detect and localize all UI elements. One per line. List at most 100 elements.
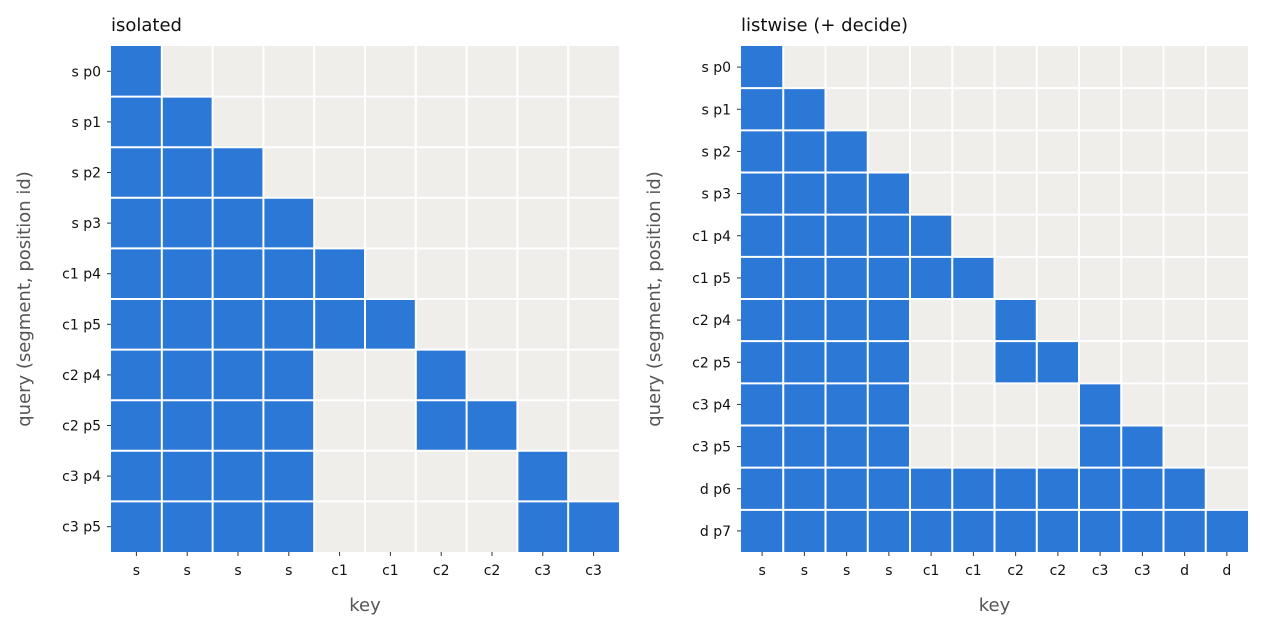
heatmap-cell <box>263 450 315 502</box>
heatmap-cell <box>1205 383 1248 426</box>
heatmap-cell <box>111 147 162 198</box>
heatmap-cell <box>1079 46 1122 89</box>
heatmap-cell <box>1163 467 1206 510</box>
heatmap-cell <box>365 349 416 401</box>
heatmap-cell <box>910 467 953 510</box>
heatmap-cell <box>415 299 467 350</box>
heatmap-cell <box>263 299 315 350</box>
heatmap-cell <box>212 299 264 350</box>
x-tick-label: c2 <box>1007 563 1024 579</box>
heatmap-cell <box>1163 88 1206 131</box>
heatmap-cell <box>867 46 910 89</box>
heatmap-cell <box>263 147 315 198</box>
heatmap-cell <box>1205 425 1248 468</box>
heatmap-cell <box>994 383 1037 426</box>
heatmap-cell <box>1163 46 1206 89</box>
y-tick-label: s p2 <box>701 144 731 160</box>
heatmap-cell <box>365 400 416 451</box>
heatmap-cell <box>741 425 784 468</box>
heatmap-cell <box>111 400 162 451</box>
heatmap-cell <box>466 450 518 502</box>
heatmap-cell <box>365 501 416 552</box>
heatmap-cell <box>161 147 213 198</box>
heatmap-cell <box>1036 509 1079 552</box>
heatmap-cell <box>741 383 784 426</box>
heatmap-cell <box>517 147 569 198</box>
heatmap-cell <box>952 172 995 215</box>
heatmap-cell <box>994 130 1037 173</box>
heatmap-cell <box>741 509 784 552</box>
heatmap-cell <box>365 450 416 502</box>
y-tick-label: d p7 <box>700 524 731 540</box>
x-tick-label: s <box>843 563 850 579</box>
y-tick-label: c2 p5 <box>62 419 101 435</box>
heatmap-cell <box>466 501 518 552</box>
heatmap-cell <box>415 248 467 299</box>
heatmap-cell <box>1079 256 1122 299</box>
chart-title: listwise (+ decide) <box>741 15 908 36</box>
heatmap-cell <box>825 214 868 257</box>
heatmap-cell <box>517 96 569 148</box>
y-tick-label: d p6 <box>700 482 731 498</box>
chart-title: isolated <box>111 15 182 36</box>
y-tick-label: s p0 <box>71 64 101 80</box>
heatmap-cell <box>1121 46 1164 89</box>
heatmap-cell <box>568 248 619 299</box>
heatmap-cell <box>952 341 995 384</box>
heatmap-cell <box>466 299 518 350</box>
heatmap-cell <box>111 501 162 552</box>
heatmap-cell <box>1121 509 1164 552</box>
heatmap-cell <box>952 383 995 426</box>
heatmap-cell <box>910 46 953 89</box>
heatmap-cell <box>161 501 213 552</box>
heatmap-cell <box>263 96 315 148</box>
x-tick-label: s <box>285 563 292 579</box>
heatmap-cell <box>1205 46 1248 89</box>
heatmap-cell <box>365 96 416 148</box>
heatmap-cell <box>741 214 784 257</box>
heatmap-cell <box>1121 256 1164 299</box>
heatmap-cell <box>1205 88 1248 131</box>
heatmap-cell <box>952 88 995 131</box>
heatmap-cell <box>994 214 1037 257</box>
heatmap-cell <box>1121 130 1164 173</box>
heatmap-cell <box>314 197 365 249</box>
heatmap-cell <box>825 425 868 468</box>
heatmap-cell <box>1163 172 1206 215</box>
heatmap-cell <box>952 46 995 89</box>
heatmap-cell <box>314 349 365 401</box>
heatmap-cell <box>263 248 315 299</box>
x-tick-label: d <box>1222 563 1231 579</box>
heatmap-cell <box>1121 383 1164 426</box>
heatmap-cell <box>994 509 1037 552</box>
heatmap-cell <box>825 341 868 384</box>
heatmap-cell <box>910 299 953 342</box>
heatmap-cell <box>314 299 365 350</box>
y-tick-label: c3 p5 <box>62 520 101 536</box>
y-tick-label: c3 p4 <box>692 397 731 413</box>
x-axis-label: key <box>349 595 381 616</box>
heatmap-cell <box>994 425 1037 468</box>
heatmap-cell <box>161 96 213 148</box>
heatmap-cell <box>952 130 995 173</box>
heatmap-cell <box>1163 341 1206 384</box>
heatmap-cell <box>415 46 467 97</box>
x-tick-label: c2 <box>1050 563 1067 579</box>
heatmap-cell <box>466 400 518 451</box>
heatmap-cell <box>314 46 365 97</box>
heatmap-cell <box>867 383 910 426</box>
heatmap-cell <box>825 383 868 426</box>
heatmap-cell <box>111 299 162 350</box>
heatmap-cell <box>783 256 826 299</box>
x-tick-label: c1 <box>965 563 982 579</box>
x-tick-label: c3 <box>585 563 602 579</box>
heatmap-cell <box>867 425 910 468</box>
heatmap-cell <box>1036 256 1079 299</box>
heatmap-cell <box>910 256 953 299</box>
heatmap-cell <box>517 349 569 401</box>
heatmap-cell <box>1121 299 1164 342</box>
y-axis-label: query (segment, position id) <box>14 171 35 427</box>
heatmap-cell <box>910 383 953 426</box>
y-tick-label: c1 p4 <box>692 229 731 245</box>
y-tick-label: s p1 <box>71 115 101 131</box>
